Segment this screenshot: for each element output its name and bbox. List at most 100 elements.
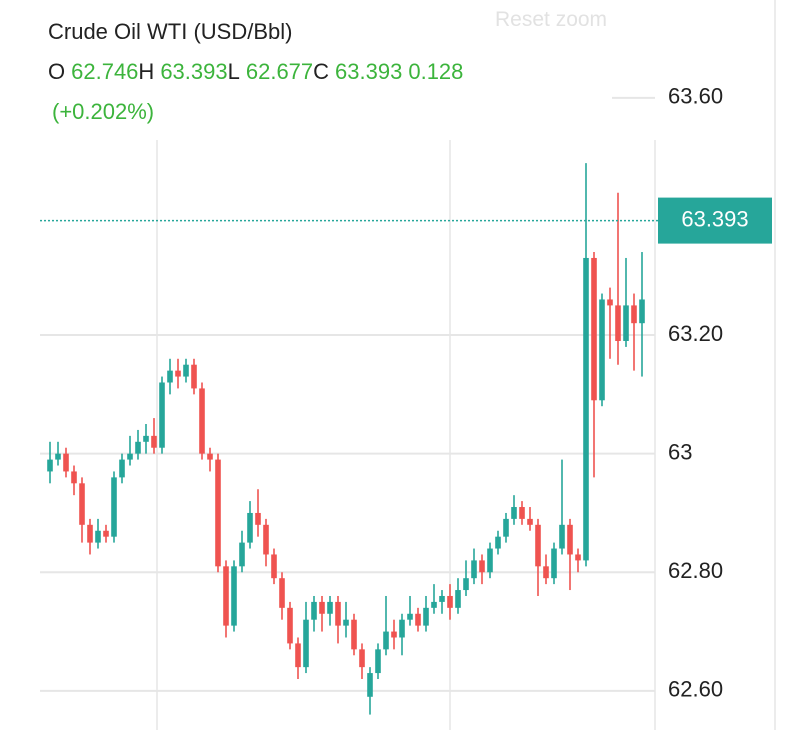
candle-body — [503, 518, 509, 537]
candle-body — [55, 453, 61, 460]
candle-body — [431, 601, 437, 608]
close-value: 63.393 — [335, 59, 403, 84]
candle-body — [143, 435, 149, 442]
candle-body — [79, 483, 85, 525]
candle-body — [295, 643, 301, 668]
candle-body — [487, 548, 493, 573]
candle-body — [559, 524, 565, 549]
candles — [47, 163, 645, 715]
candle-body — [639, 299, 645, 324]
candle-body — [271, 554, 277, 579]
candle-body — [495, 536, 501, 549]
candle-body — [551, 548, 557, 579]
close-label: C — [313, 59, 330, 84]
candle-body — [151, 435, 157, 448]
candle-body — [327, 601, 333, 614]
high-label: H — [138, 59, 155, 84]
candle-body — [471, 560, 477, 579]
candle-body — [367, 673, 373, 697]
change-percent: (+0.202%) — [52, 99, 155, 124]
candle-body — [159, 382, 165, 448]
y-tick-label: 62.60 — [668, 677, 723, 702]
candle-body — [303, 619, 309, 668]
candle-body — [311, 601, 317, 620]
axis: 63.60 63.20 63 62.80 62.60 63.393 — [40, 84, 772, 702]
low-value: 62.677 — [245, 59, 314, 84]
candle-body — [119, 459, 125, 478]
candle-body — [527, 518, 533, 525]
candle-body — [567, 524, 573, 555]
candle-body — [455, 590, 461, 608]
candle-body — [479, 560, 485, 573]
header: Crude Oil WTI (USD/Bbl) O 62.746H 63.393L 6… — [48, 12, 463, 132]
candle-body — [231, 566, 237, 626]
candle-body — [375, 649, 381, 674]
y-tick-label: 62.80 — [668, 558, 723, 583]
candle-body — [583, 257, 589, 561]
candle-body — [607, 299, 613, 306]
low-label: L — [227, 59, 240, 84]
candle-body — [287, 607, 293, 644]
candle-body — [127, 453, 133, 460]
candle-body — [463, 578, 469, 591]
candle-body — [135, 441, 141, 454]
candle-body — [575, 554, 581, 561]
candle-body — [447, 595, 453, 608]
candle-body — [319, 601, 325, 614]
candle-body — [223, 566, 229, 626]
candle-body — [103, 530, 109, 537]
candle-body — [335, 601, 341, 626]
candle-body — [95, 530, 101, 543]
candle-body — [407, 613, 413, 620]
y-tick-label: 63.20 — [668, 321, 723, 346]
candle-body — [215, 459, 221, 567]
candle-body — [359, 649, 365, 668]
candle-body — [111, 477, 117, 537]
candle-body — [615, 305, 621, 341]
candle-body — [191, 364, 197, 389]
title: Crude Oil WTI (USD/Bbl) — [48, 19, 293, 44]
open-label: O — [48, 59, 66, 84]
candle-body — [279, 578, 285, 608]
candle-body — [167, 370, 173, 383]
candle-body — [183, 364, 189, 377]
candle-body — [511, 507, 517, 519]
candle-body — [423, 607, 429, 626]
change-row: (+0.202%) — [48, 92, 463, 132]
candle-body — [47, 459, 53, 472]
candle-body — [391, 631, 397, 638]
high-value: 63.393 — [160, 59, 228, 84]
y-tick-label: 63 — [668, 439, 692, 464]
last-price-label: 63.393 — [681, 206, 748, 231]
candle-body — [439, 595, 445, 602]
candle-body — [383, 631, 389, 650]
candle-body — [623, 305, 629, 341]
candle-body — [351, 619, 357, 650]
candle-body — [591, 257, 597, 401]
candle-body — [247, 512, 253, 543]
candle-body — [207, 453, 213, 460]
reset-zoom[interactable]: Reset zoom — [495, 8, 608, 31]
candle-body — [343, 619, 349, 626]
header-background — [0, 0, 612, 132]
candle-body — [87, 524, 93, 543]
candle-body — [631, 305, 637, 324]
candle-body — [71, 471, 77, 484]
candle-body — [543, 566, 549, 579]
candle-body — [239, 542, 245, 567]
open-value: 62.746 — [71, 59, 139, 84]
candle-body — [199, 388, 205, 454]
last-price-box — [658, 197, 772, 244]
candle-body — [263, 524, 269, 555]
change-value: 0.128 — [408, 59, 464, 84]
candle-body — [175, 370, 181, 377]
ohlc-row: O 62.746H 63.393L 62.677C 63.393 0.128 — [48, 52, 463, 92]
candle-body — [415, 613, 421, 626]
candle-body — [255, 512, 261, 525]
y-tick-label: 63.60 — [668, 84, 723, 109]
candle-body — [599, 299, 605, 401]
candle-body — [519, 507, 525, 519]
candle-body — [63, 453, 69, 472]
